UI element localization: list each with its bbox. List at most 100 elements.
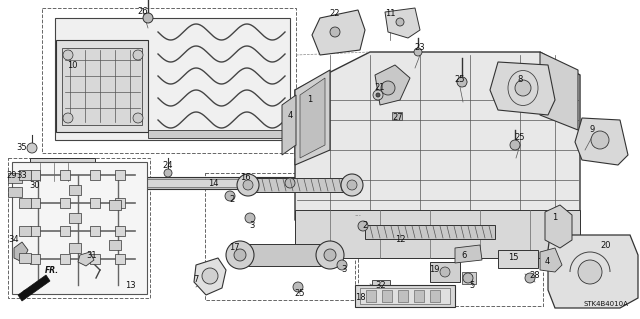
Text: 13: 13 [125,280,135,290]
Text: 16: 16 [240,174,250,182]
Bar [90,198,100,208]
Bar [100,177,300,189]
Text: 25: 25 [295,290,305,299]
Text: 2: 2 [362,220,367,229]
Text: 2: 2 [229,196,235,204]
Circle shape [341,174,363,196]
Bar [248,244,328,266]
Circle shape [63,50,73,60]
Polygon shape [78,252,94,266]
Bar [90,254,100,264]
Circle shape [293,282,303,292]
Circle shape [237,174,259,196]
Circle shape [414,48,422,56]
Circle shape [337,260,347,270]
Text: 26: 26 [138,8,148,17]
Text: 35: 35 [17,144,28,152]
Circle shape [373,90,383,100]
Polygon shape [385,8,420,38]
Text: STK4B4010A: STK4B4010A [583,301,628,307]
Circle shape [347,180,357,190]
Circle shape [376,93,380,97]
Bar [382,290,392,302]
Bar [358,220,543,306]
Polygon shape [548,235,638,308]
Polygon shape [540,248,562,272]
Circle shape [510,140,520,150]
Bar [360,288,450,304]
Text: FR.: FR. [45,266,59,275]
Circle shape [515,80,531,96]
Bar [115,226,125,236]
Text: 25: 25 [455,76,465,85]
Bar [8,187,22,197]
Text: 30: 30 [29,181,40,189]
Text: 4: 4 [287,110,292,120]
Polygon shape [295,210,580,258]
Bar [205,173,355,300]
Circle shape [164,169,172,177]
Circle shape [202,268,218,284]
Polygon shape [295,70,330,165]
Text: 27: 27 [393,114,403,122]
Bar [19,170,31,180]
Text: 19: 19 [429,265,439,275]
Text: 4: 4 [545,257,550,266]
Bar [115,198,125,208]
Polygon shape [282,95,296,155]
Polygon shape [56,40,148,132]
Bar [430,262,460,282]
Bar [398,290,408,302]
Bar [60,170,70,180]
Circle shape [143,13,153,23]
Bar [8,173,22,183]
Bar [42,8,296,153]
Text: 5: 5 [469,280,475,290]
Circle shape [225,191,235,201]
Polygon shape [55,18,290,140]
Bar [105,179,295,187]
Circle shape [396,18,404,26]
Bar [430,290,440,302]
Bar [90,226,100,236]
Bar [30,226,40,236]
Polygon shape [300,78,325,158]
Text: 25: 25 [515,133,525,143]
Text: 10: 10 [67,61,77,70]
Bar [109,240,121,250]
Bar [30,198,40,208]
Bar [19,226,31,236]
Circle shape [440,267,450,277]
Bar [414,290,424,302]
Text: 34: 34 [9,235,19,244]
Polygon shape [295,52,580,258]
Polygon shape [540,52,578,130]
Polygon shape [18,275,50,301]
Bar [392,112,402,120]
Text: 3: 3 [250,220,255,229]
Bar [115,254,125,264]
Bar [69,243,81,253]
Bar [35,162,90,182]
Bar [90,170,100,180]
Text: 15: 15 [508,254,518,263]
Polygon shape [490,62,555,115]
Circle shape [525,273,535,283]
Circle shape [316,241,344,269]
Circle shape [463,273,473,283]
Text: 12: 12 [395,235,405,244]
Bar [355,285,455,307]
Polygon shape [14,242,28,262]
Text: 11: 11 [385,10,396,19]
Circle shape [457,77,467,87]
Bar [12,162,147,294]
Text: 29: 29 [7,170,17,180]
Text: 20: 20 [601,241,611,249]
Bar [30,254,40,264]
Circle shape [133,50,143,60]
Polygon shape [375,65,410,105]
Bar [30,170,40,180]
Circle shape [358,221,368,231]
Text: 31: 31 [86,250,97,259]
Text: 8: 8 [517,76,523,85]
